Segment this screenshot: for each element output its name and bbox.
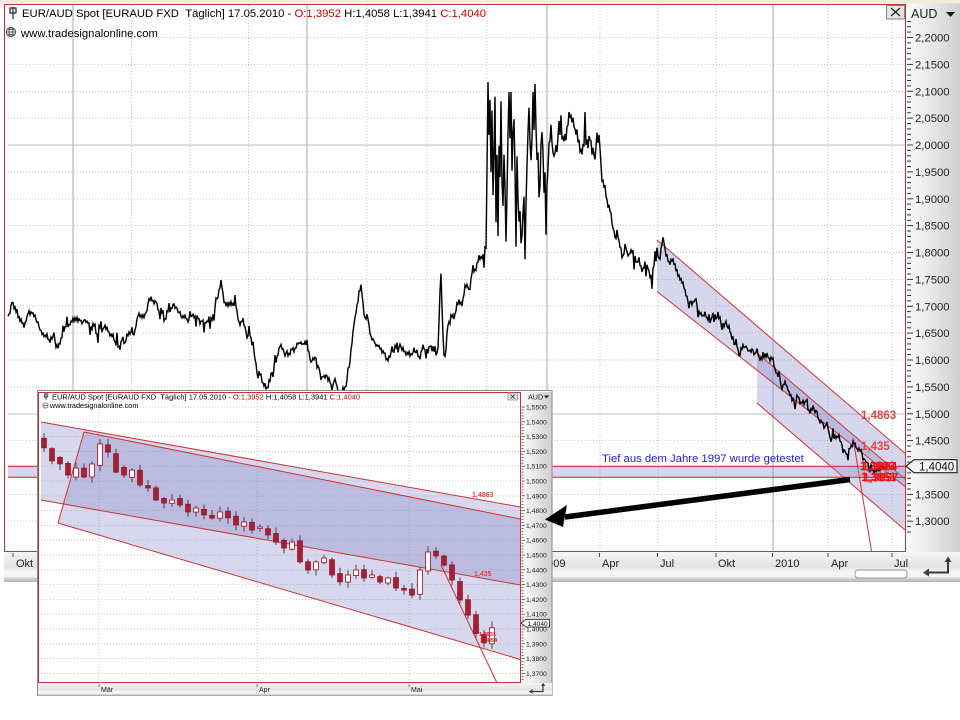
svg-text:Apr: Apr <box>602 558 619 570</box>
svg-text:Apr: Apr <box>831 558 848 570</box>
svg-text:1,3854: 1,3854 <box>480 638 498 644</box>
svg-text:Mär: Mär <box>101 687 114 694</box>
svg-text:1,5100: 1,5100 <box>526 464 547 471</box>
svg-text:Okt: Okt <box>718 558 735 570</box>
svg-text:2,0500: 2,0500 <box>915 113 950 125</box>
svg-text:1,4040: 1,4040 <box>919 462 954 474</box>
svg-text:1,8000: 1,8000 <box>915 248 950 260</box>
svg-text:1,435: 1,435 <box>474 571 492 578</box>
svg-text:1,3900: 1,3900 <box>526 641 547 648</box>
svg-text:1,4600: 1,4600 <box>526 538 547 545</box>
svg-text:1,3700: 1,3700 <box>526 671 547 678</box>
svg-text:EUR/AUD Spot [EURAUD FXD Tägl: EUR/AUD Spot [EURAUD FXD Täglich] 17.05.… <box>22 8 486 20</box>
svg-text:EUR/AUD Spot [EURAUD FXD Tägl: EUR/AUD Spot [EURAUD FXD Täglich] 17.05.… <box>52 393 360 402</box>
svg-text:1,5400: 1,5400 <box>526 419 547 426</box>
svg-text:www.tradesignalonline.com: www.tradesignalonline.com <box>49 401 138 410</box>
svg-text:1,3000: 1,3000 <box>915 516 950 528</box>
svg-text:Jul: Jul <box>894 558 908 570</box>
svg-text:Apr: Apr <box>259 687 271 694</box>
svg-text:1,7000: 1,7000 <box>915 301 950 313</box>
svg-text:1,3500: 1,3500 <box>915 489 950 501</box>
svg-text:1,5200: 1,5200 <box>526 449 547 456</box>
svg-text:1,4400: 1,4400 <box>526 567 547 574</box>
svg-text:1,7500: 1,7500 <box>915 274 950 286</box>
svg-text:1,5000: 1,5000 <box>915 409 950 421</box>
svg-text:1,5000: 1,5000 <box>526 479 547 486</box>
svg-text:1,4700: 1,4700 <box>526 523 547 530</box>
svg-text:1,435: 1,435 <box>861 441 890 453</box>
svg-text:1,4863: 1,4863 <box>472 492 494 499</box>
svg-text:1,4040: 1,4040 <box>528 621 549 628</box>
svg-text:1,4000: 1,4000 <box>526 627 547 634</box>
svg-text:1,4100: 1,4100 <box>526 612 547 619</box>
svg-text:1,4800: 1,4800 <box>526 508 547 515</box>
svg-text:1,3984: 1,3984 <box>862 462 898 474</box>
svg-text:2,1000: 2,1000 <box>915 86 950 98</box>
svg-text:2,1500: 2,1500 <box>915 59 950 71</box>
svg-text:Tief aus dem Jahre 1997 wurde: Tief aus dem Jahre 1997 wurde getestet <box>602 453 805 465</box>
svg-text:1,4300: 1,4300 <box>526 582 547 589</box>
svg-text:1,4200: 1,4200 <box>526 597 547 604</box>
svg-text:1,8500: 1,8500 <box>915 221 950 233</box>
svg-text:www.tradesignalonline.com: www.tradesignalonline.com <box>20 28 158 40</box>
svg-text:Jul: Jul <box>660 558 674 570</box>
svg-text:1,3857: 1,3857 <box>863 473 898 485</box>
svg-text:2,2000: 2,2000 <box>915 33 950 45</box>
svg-text:1,5300: 1,5300 <box>526 434 547 441</box>
svg-text:1,4500: 1,4500 <box>526 553 547 560</box>
svg-text:1,4863: 1,4863 <box>861 410 896 422</box>
svg-text:1,6000: 1,6000 <box>915 355 950 367</box>
svg-text:AUD: AUD <box>911 7 937 21</box>
svg-text:1,3851: 1,3851 <box>861 472 897 484</box>
svg-text:Okt: Okt <box>16 558 33 570</box>
svg-text:2,0000: 2,0000 <box>915 140 950 152</box>
svg-text:1,3903: 1,3903 <box>860 461 895 473</box>
svg-text:1,9000: 1,9000 <box>915 194 950 206</box>
svg-text:1,4900: 1,4900 <box>526 493 547 500</box>
svg-text:1,5500: 1,5500 <box>915 382 950 394</box>
svg-text:1,9500: 1,9500 <box>915 167 950 179</box>
svg-text:2010: 2010 <box>775 558 799 570</box>
svg-text:1,6500: 1,6500 <box>915 328 950 340</box>
svg-text:1,4500: 1,4500 <box>915 436 950 448</box>
svg-text:AUD: AUD <box>528 393 543 402</box>
svg-text:1,3800: 1,3800 <box>526 656 547 663</box>
svg-text:Mai: Mai <box>411 687 423 694</box>
svg-text:1,3931: 1,3931 <box>479 632 496 638</box>
svg-text:1,5500: 1,5500 <box>526 405 547 412</box>
